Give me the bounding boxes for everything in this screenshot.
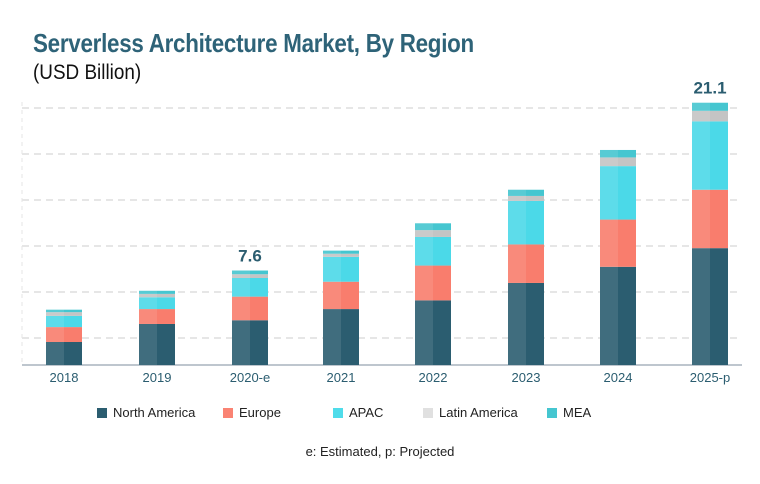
bar-segment-europe	[508, 244, 544, 283]
bar-segment-north-america	[139, 323, 175, 365]
data-label: 7.6	[238, 247, 262, 266]
bar-segment-europe	[692, 189, 728, 249]
legend-label: MEA	[563, 405, 592, 420]
bar-segment-mea	[600, 149, 636, 158]
legend-swatch	[97, 407, 107, 418]
bar-segment-latin-america	[600, 157, 636, 167]
bar-segment-apac	[508, 200, 544, 245]
bar-segment-north-america	[46, 342, 82, 365]
bar-segment-north-america	[692, 248, 728, 365]
bar-segment-north-america	[600, 266, 636, 365]
bar-segment-north-america	[508, 282, 544, 365]
legend-item-apac[interactable]: APAC	[333, 405, 383, 420]
bar-segment-apac	[232, 277, 268, 297]
bar-segment-latin-america	[139, 293, 175, 298]
bar-segment-europe	[415, 265, 451, 301]
legend-swatch	[333, 407, 343, 418]
x-tick-label: 2021	[327, 370, 356, 385]
bar-segment-apac	[692, 121, 728, 190]
bar-segment-europe	[323, 281, 359, 310]
bar-segment-latin-america	[46, 312, 82, 316]
bar-segment-mea	[323, 250, 359, 254]
legend-item-north-america[interactable]: North America	[97, 405, 195, 420]
bar-segment-latin-america	[323, 253, 359, 257]
bar-highlight	[232, 270, 250, 365]
legend-item-europe[interactable]: Europe	[223, 405, 281, 420]
legend-swatch	[547, 407, 557, 418]
bar-segment-mea	[692, 102, 728, 111]
bar-segment-north-america	[323, 309, 359, 365]
x-tick-label: 2019	[143, 370, 172, 385]
bar-highlight	[508, 189, 526, 365]
bar-highlight	[692, 102, 710, 366]
bar-segment-latin-america	[692, 110, 728, 122]
bar-segment-apac	[600, 166, 636, 220]
chart-subtitle: (USD Billion)	[33, 61, 142, 84]
legend-item-mea[interactable]: MEA	[547, 405, 591, 420]
bar-highlight	[46, 309, 64, 365]
chart-title: Serverless Architecture Market, By Regio…	[33, 28, 474, 58]
data-label: 21.1	[693, 79, 726, 98]
bar-segment-europe	[232, 296, 268, 321]
bar-segment-mea	[46, 309, 82, 313]
chart-plot: 2018 2019 2020-e 7.6 2021 2022 2023 2024 2025-p 2…	[21, 79, 742, 385]
bar-segment-apac	[139, 297, 175, 310]
bar-segment-apac	[46, 315, 82, 328]
x-tick-label: 2020-e	[230, 370, 270, 385]
bar-segment-latin-america	[232, 274, 268, 278]
bar-highlight	[415, 223, 433, 365]
bar-segment-mea	[508, 189, 544, 196]
legend: North America Europe APAC Latin America …	[0, 405, 760, 423]
legend-swatch	[423, 407, 433, 418]
x-tick-label: 2022	[419, 370, 448, 385]
footnote: e: Estimated, p: Projected	[305, 444, 455, 459]
bar-highlight	[600, 149, 618, 365]
bar-segment-north-america	[232, 320, 268, 365]
x-tick-label: 2024	[604, 370, 633, 385]
bar-segment-europe	[600, 219, 636, 267]
legend-label: Europe	[239, 405, 281, 420]
bar-segment-north-america	[415, 300, 451, 365]
bar-highlight	[323, 250, 341, 365]
x-tick-label: 2018	[50, 370, 79, 385]
legend-swatch	[223, 407, 233, 418]
bar-segment-europe	[46, 327, 82, 343]
bar-segment-latin-america	[415, 230, 451, 237]
bar-segment-apac	[323, 256, 359, 282]
bar-segment-europe	[139, 309, 175, 324]
bar-segment-mea	[415, 223, 451, 231]
bar-segment-mea	[232, 270, 268, 275]
bar-segment-apac	[415, 236, 451, 266]
bar-segment-mea	[139, 290, 175, 294]
bar-highlight	[139, 290, 157, 365]
x-tick-label: 2025-p	[690, 370, 730, 385]
legend-label: North America	[113, 405, 196, 420]
legend-item-latin-america[interactable]: Latin America	[423, 405, 518, 420]
legend-label: APAC	[349, 405, 384, 420]
legend-label: Latin America	[439, 405, 518, 420]
bar-segment-latin-america	[508, 195, 544, 201]
x-tick-label: 2023	[512, 370, 541, 385]
